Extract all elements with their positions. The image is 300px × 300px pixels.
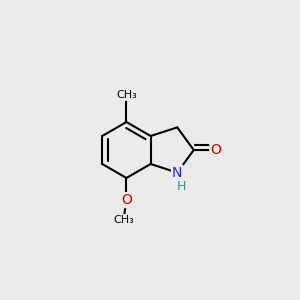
Text: O: O	[210, 143, 221, 157]
Text: H: H	[177, 180, 187, 193]
Text: CH₃: CH₃	[113, 215, 134, 225]
Text: CH₃: CH₃	[116, 90, 137, 100]
Text: N: N	[172, 166, 182, 180]
Text: O: O	[121, 193, 132, 207]
